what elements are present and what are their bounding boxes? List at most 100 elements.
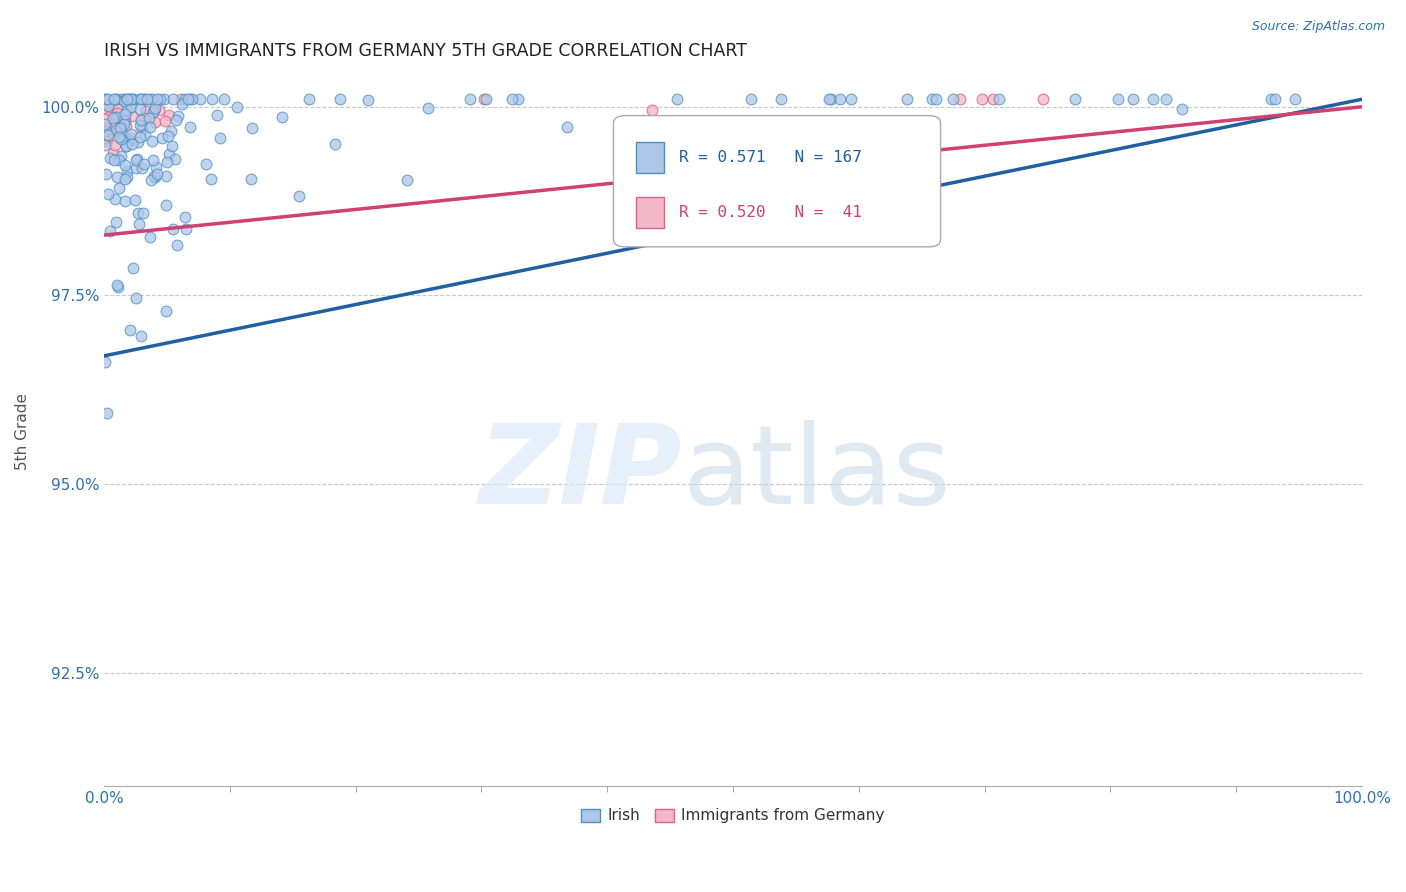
Point: [94, 112, 117, 126]
Point: [94, 138, 117, 153]
Point: [323, 136, 346, 151]
Point: [828, 92, 851, 106]
Text: ZIP: ZIP: [479, 420, 683, 527]
Point: [104, 192, 127, 206]
Point: [115, 92, 138, 106]
Point: [129, 130, 152, 145]
Point: [100, 100, 122, 114]
Point: [949, 92, 972, 106]
Point: [769, 92, 792, 106]
Point: [149, 92, 172, 106]
Point: [93, 131, 115, 145]
Point: [103, 153, 125, 168]
Point: [114, 158, 136, 172]
Point: [96, 124, 118, 138]
Point: [94, 92, 117, 106]
Point: [820, 92, 842, 106]
Point: [1264, 92, 1286, 106]
Point: [132, 112, 155, 126]
Point: [97, 128, 120, 143]
Point: [239, 171, 262, 186]
Point: [105, 215, 128, 229]
Point: [208, 130, 231, 145]
Point: [177, 92, 200, 106]
Point: [329, 92, 352, 106]
Point: [96, 405, 118, 419]
Point: [108, 181, 131, 195]
Point: [104, 92, 127, 106]
Point: [120, 323, 142, 337]
Point: [128, 92, 150, 106]
Text: R = 0.571   N = 167: R = 0.571 N = 167: [679, 150, 862, 165]
Point: [194, 157, 217, 171]
Point: [1284, 92, 1306, 106]
Point: [458, 92, 481, 106]
Point: [472, 92, 495, 106]
Point: [114, 194, 136, 208]
Point: [94, 92, 117, 106]
Point: [131, 113, 153, 128]
Point: [141, 173, 163, 187]
Point: [122, 92, 145, 106]
Point: [96, 120, 118, 135]
Point: [474, 92, 496, 106]
Point: [120, 92, 142, 106]
Point: [143, 169, 166, 183]
Point: [925, 92, 948, 106]
Point: [134, 92, 156, 106]
Point: [143, 170, 166, 185]
Point: [129, 118, 152, 132]
Point: [101, 112, 124, 126]
Point: [157, 108, 180, 122]
Point: [112, 92, 135, 106]
Point: [839, 92, 862, 106]
Point: [127, 206, 149, 220]
Point: [103, 92, 125, 106]
Point: [104, 92, 127, 106]
FancyBboxPatch shape: [636, 197, 664, 228]
Point: [165, 152, 187, 166]
Point: [181, 92, 204, 106]
Y-axis label: 5th Grade: 5th Grade: [15, 392, 30, 470]
Point: [200, 172, 222, 186]
Point: [981, 92, 1004, 106]
Point: [157, 147, 180, 161]
Point: [131, 161, 153, 175]
Point: [124, 193, 146, 207]
Point: [416, 102, 439, 116]
Point: [1260, 92, 1282, 106]
Point: [157, 129, 180, 144]
Point: [132, 156, 155, 170]
Point: [155, 303, 177, 318]
Point: [107, 280, 129, 294]
Point: [142, 104, 165, 119]
Point: [97, 95, 120, 109]
Point: [1064, 92, 1087, 106]
Point: [166, 109, 188, 123]
Point: [117, 103, 139, 117]
Point: [225, 100, 247, 114]
Point: [143, 115, 166, 129]
Point: [1107, 92, 1129, 106]
Point: [139, 92, 162, 106]
Point: [115, 119, 138, 133]
Point: [156, 155, 179, 169]
Point: [93, 101, 115, 115]
Point: [115, 92, 138, 106]
Point: [124, 153, 146, 168]
Point: [174, 92, 197, 106]
Point: [101, 145, 124, 160]
Point: [112, 117, 135, 131]
Point: [672, 114, 695, 128]
Point: [146, 167, 169, 181]
Point: [120, 131, 142, 145]
Point: [131, 122, 153, 136]
Point: [97, 99, 120, 113]
Point: [114, 138, 136, 153]
FancyBboxPatch shape: [636, 142, 664, 173]
Point: [105, 111, 128, 125]
Point: [155, 169, 177, 183]
Point: [94, 167, 117, 181]
Point: [121, 109, 143, 123]
Point: [128, 217, 150, 231]
